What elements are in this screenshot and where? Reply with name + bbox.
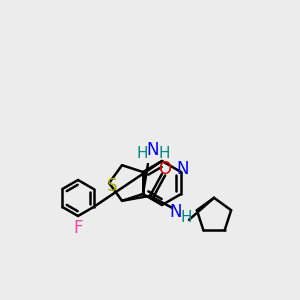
Text: H: H bbox=[180, 210, 192, 225]
Text: N: N bbox=[170, 203, 182, 221]
Text: O: O bbox=[158, 160, 172, 178]
Text: N: N bbox=[147, 141, 159, 159]
Text: F: F bbox=[73, 219, 83, 237]
Text: H: H bbox=[136, 146, 148, 161]
Text: N: N bbox=[177, 160, 189, 178]
Text: S: S bbox=[107, 177, 117, 195]
Text: H: H bbox=[158, 146, 170, 161]
